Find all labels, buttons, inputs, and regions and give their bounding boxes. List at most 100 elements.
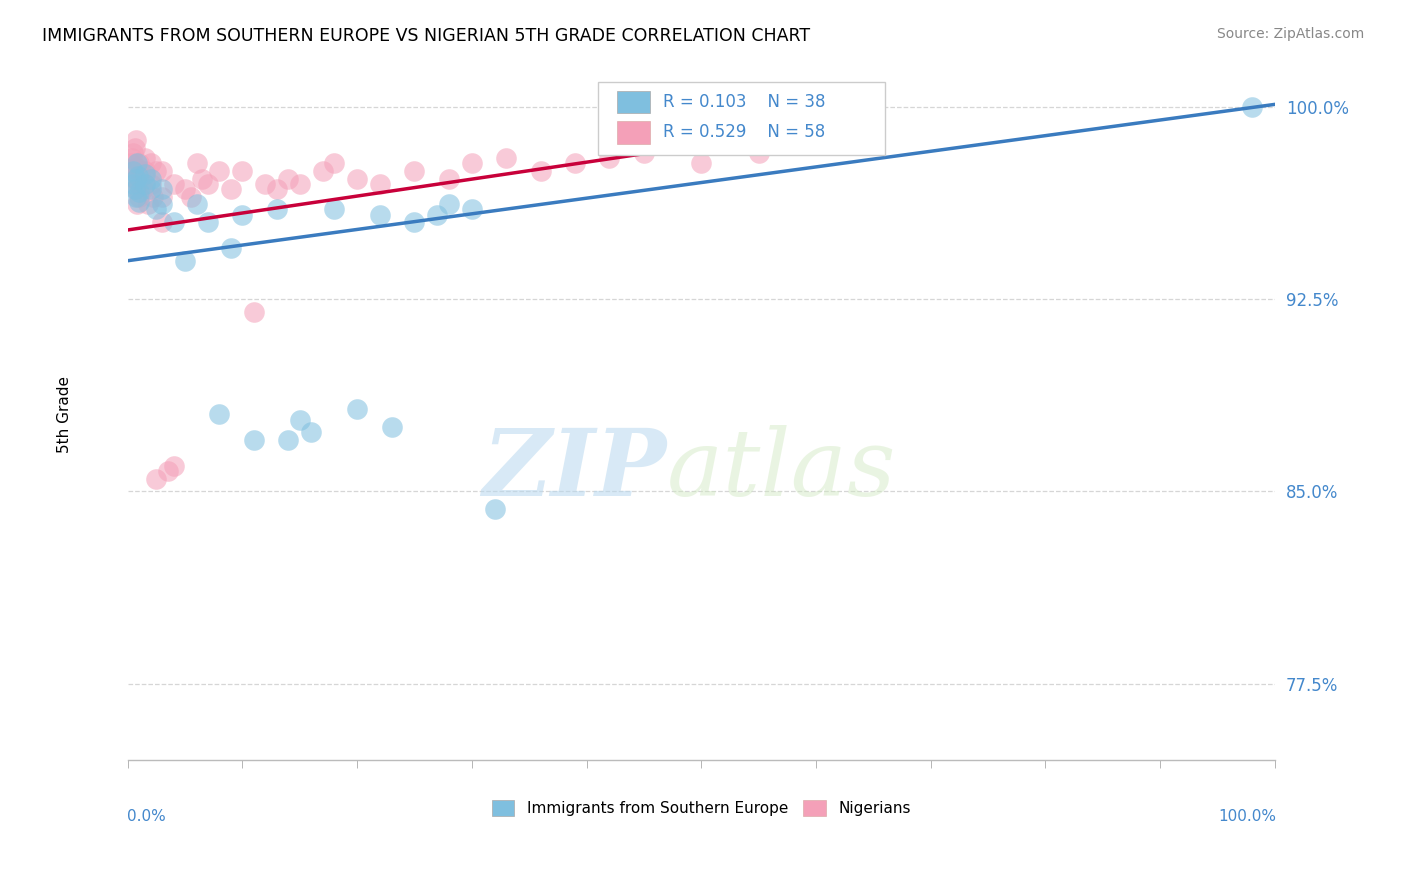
Point [288,412,311,426]
Point [134,151,156,165]
Text: ZIP: ZIP [482,425,666,515]
Point [368,177,391,191]
Point [134,164,156,178]
Point [134,177,156,191]
Point [484,502,506,516]
Point [219,241,242,255]
Point [125,182,148,196]
Point [122,146,145,161]
Point [128,156,150,170]
Point [139,171,162,186]
Point [461,156,484,170]
Point [243,305,266,319]
Point [288,177,311,191]
Point [128,185,150,199]
Point [124,141,146,155]
Point [120,156,142,170]
Point [125,171,148,186]
Point [495,151,517,165]
Point [633,146,655,161]
Point [828,136,851,150]
Point [131,182,153,196]
Point [266,202,288,217]
Point [231,164,253,178]
Point [277,171,299,186]
Text: atlas: atlas [666,425,896,515]
Point [139,182,162,196]
Point [174,253,197,268]
Point [186,197,208,211]
Point [125,189,148,203]
Text: 0.0%: 0.0% [127,809,166,824]
Point [121,151,143,165]
Point [254,177,277,191]
Point [122,177,145,191]
Point [437,197,460,211]
Point [690,156,713,170]
Point [124,171,146,186]
Point [437,171,460,186]
Point [145,471,167,485]
Text: Source: ZipAtlas.com: Source: ZipAtlas.com [1216,27,1364,41]
Point [127,169,149,183]
Legend: Immigrants from Southern Europe, Nigerians: Immigrants from Southern Europe, Nigeria… [485,794,917,822]
Point [208,408,231,422]
Point [404,215,426,229]
Point [150,182,173,196]
Point [122,164,145,178]
Text: 100.0%: 100.0% [1218,809,1275,824]
Point [139,156,162,170]
Point [598,151,620,165]
Point [150,189,173,203]
Point [197,177,219,191]
Point [150,164,173,178]
Point [162,458,184,473]
Point [145,164,167,178]
FancyBboxPatch shape [598,82,884,155]
Point [125,133,148,147]
Point [323,202,346,217]
Text: R = 0.529    N = 58: R = 0.529 N = 58 [664,123,825,141]
Point [134,167,156,181]
Point [125,161,148,176]
Text: IMMIGRANTS FROM SOUTHERN EUROPE VS NIGERIAN 5TH GRADE CORRELATION CHART: IMMIGRANTS FROM SOUTHERN EUROPE VS NIGER… [42,27,810,45]
Point [530,164,553,178]
Point [1240,100,1263,114]
Point [404,164,426,178]
Point [150,215,173,229]
Point [138,197,160,211]
Point [145,202,167,217]
Point [156,464,179,478]
Point [323,156,346,170]
Point [299,425,322,440]
Point [180,189,202,203]
Point [748,146,770,161]
Point [125,197,148,211]
Point [461,202,484,217]
Point [266,182,288,196]
Point [125,156,148,170]
Text: R = 0.103    N = 38: R = 0.103 N = 38 [664,93,825,111]
Point [243,433,266,447]
Point [277,433,299,447]
Point [346,402,368,417]
Point [124,182,146,196]
Point [564,156,586,170]
Point [219,182,242,196]
Point [208,164,231,178]
Point [186,156,208,170]
FancyBboxPatch shape [617,120,650,144]
Point [134,177,156,191]
Point [162,177,184,191]
Point [122,161,145,176]
Point [380,420,402,434]
Point [368,208,391,222]
Point [128,189,150,203]
Point [191,171,214,186]
Point [346,171,368,186]
Point [127,177,149,191]
Point [128,194,150,209]
Point [426,208,449,222]
Point [162,215,184,229]
FancyBboxPatch shape [617,91,650,113]
